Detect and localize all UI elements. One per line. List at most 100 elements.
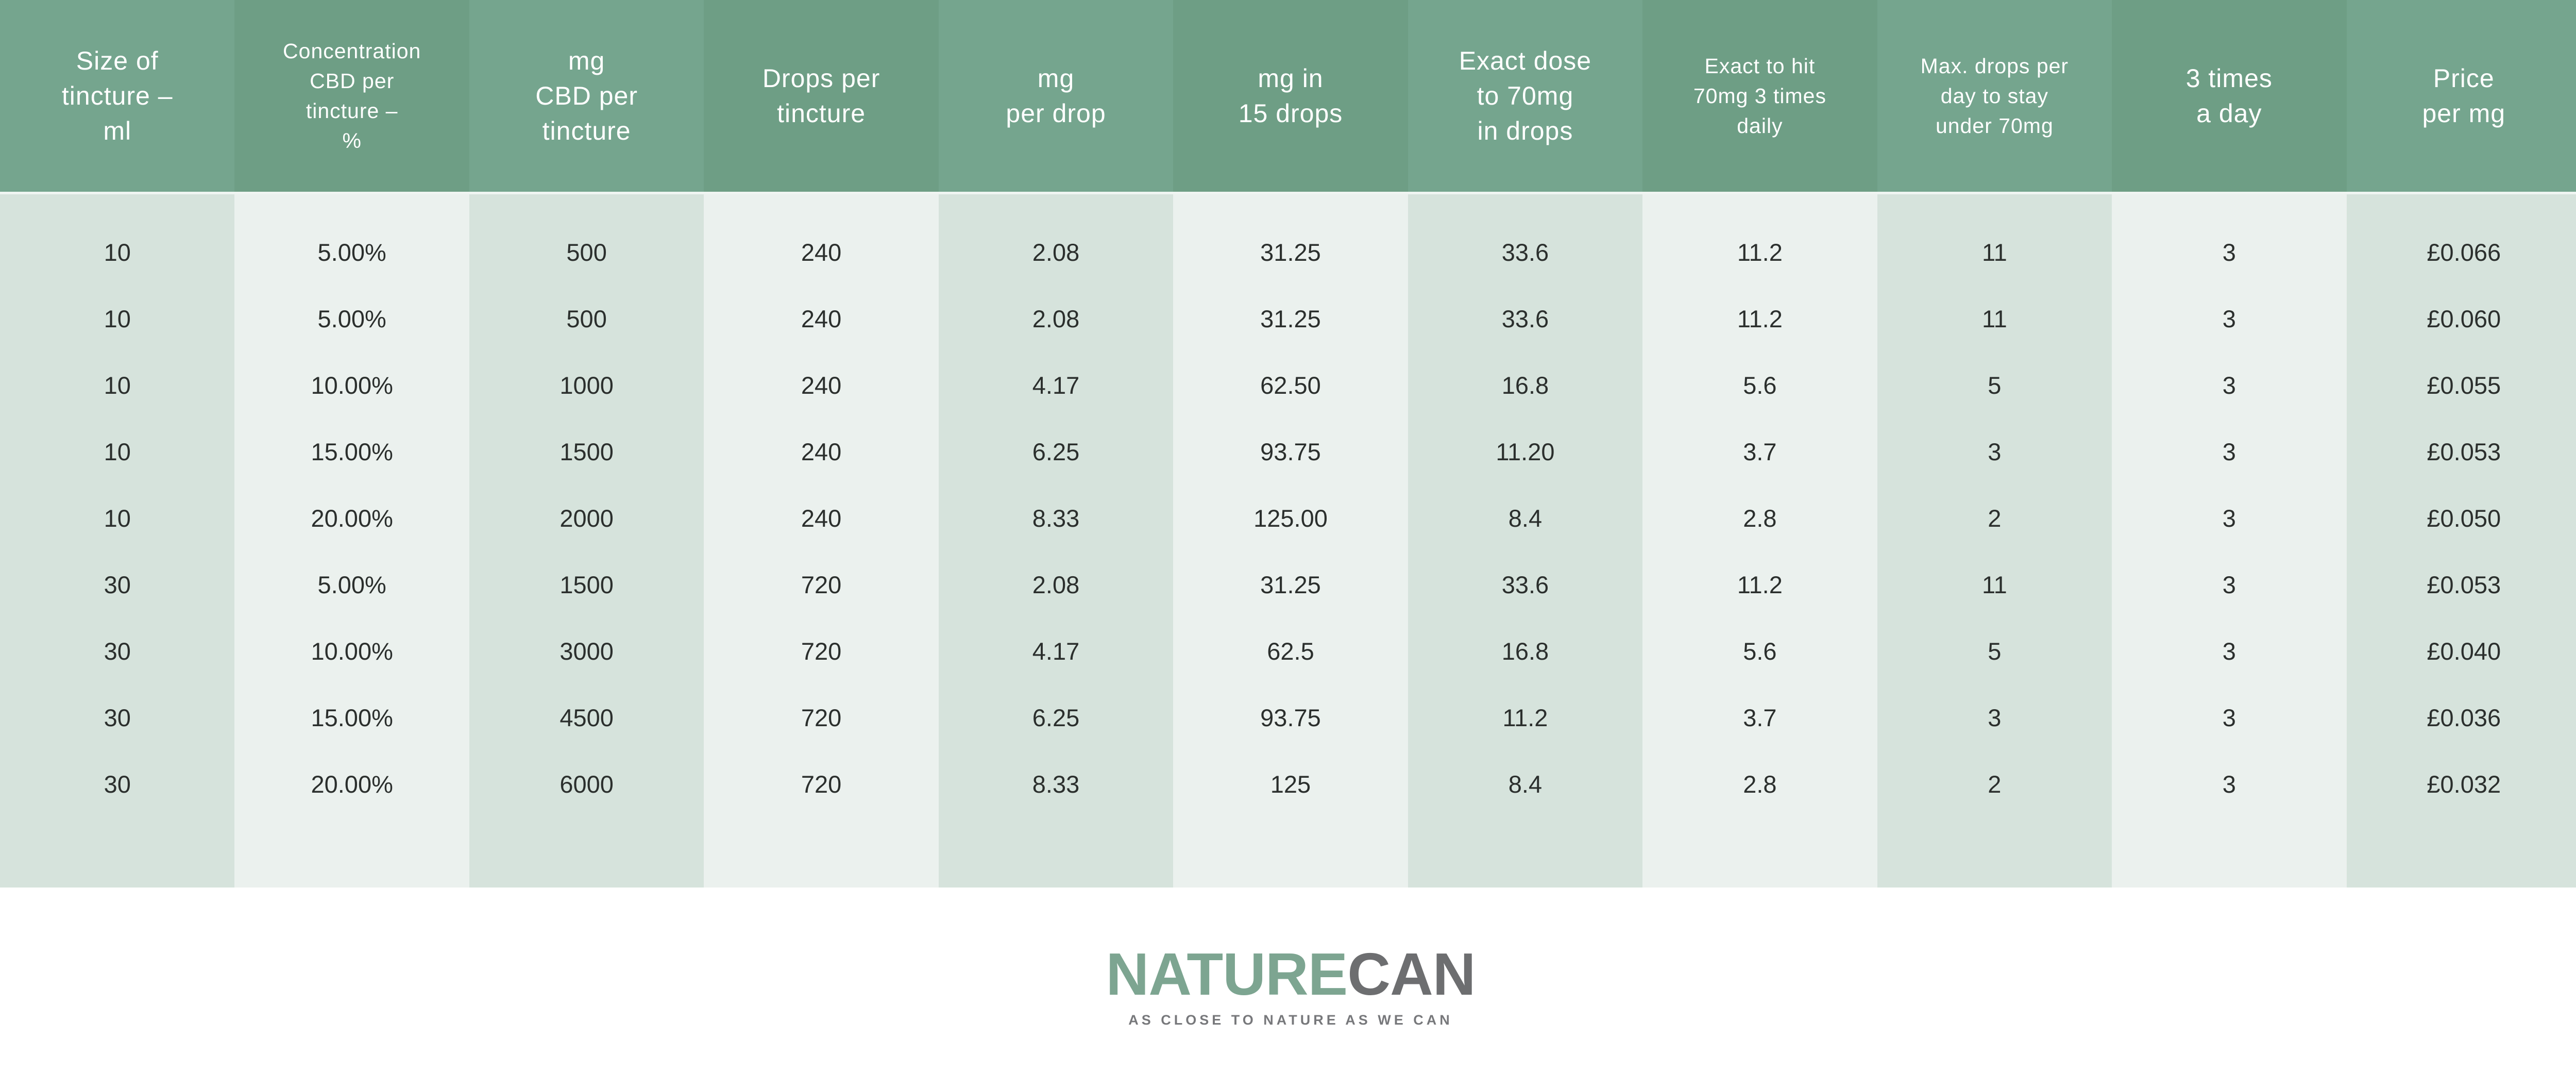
table-cell: 720 <box>801 704 842 731</box>
table-cell: 30 <box>104 571 131 598</box>
table-cell: £0.040 <box>2427 638 2501 665</box>
table-cell: 3 <box>2222 372 2236 399</box>
table-cell: 2 <box>1988 505 2002 532</box>
column-header: Max. drops per day to stay under 70mg <box>1877 0 2112 194</box>
table-cell: 31.25 <box>1260 305 1321 332</box>
table-cell: 5.00% <box>317 571 386 598</box>
table-cell: 240 <box>801 505 842 532</box>
column-exact-to-hit-70mg: Exact to hit 70mg 3 times daily 11.2 11.… <box>1642 0 1877 888</box>
column-body: 500 500 1000 1500 2000 1500 3000 4500 60… <box>469 194 704 888</box>
table-cell: 2.8 <box>1743 771 1777 798</box>
column-header: Price per mg <box>2346 0 2576 194</box>
table-cell: 10 <box>104 239 131 266</box>
table-cell: 125 <box>1270 771 1311 798</box>
table-cell: 3 <box>2222 305 2236 332</box>
table-cell: 5.00% <box>317 239 386 266</box>
table-cell: 16.8 <box>1501 638 1549 665</box>
table-cell: 33.6 <box>1501 305 1549 332</box>
table-cell: 93.75 <box>1260 438 1321 465</box>
table-cell: 2.8 <box>1743 505 1777 532</box>
table-cell: £0.066 <box>2427 239 2501 266</box>
table-cell: 2 <box>1988 771 2002 798</box>
table-cell: 16.8 <box>1501 372 1549 399</box>
table-cell: 3 <box>2222 638 2236 665</box>
table-cell: 11.20 <box>1496 438 1555 465</box>
table-cell: 5 <box>1988 638 2002 665</box>
table-cell: 2.08 <box>1032 571 1080 598</box>
table-cell: £0.053 <box>2427 438 2501 465</box>
table-cell: £0.050 <box>2427 505 2501 532</box>
table-cell: 15.00% <box>311 704 393 731</box>
table-cell: 3 <box>1988 438 2002 465</box>
column-body: 5.00% 5.00% 10.00% 15.00% 20.00% 5.00% 1… <box>234 194 469 888</box>
table-cell: 31.25 <box>1260 239 1321 266</box>
table-cell: 1500 <box>560 438 614 465</box>
table-cell: 6.25 <box>1032 438 1080 465</box>
column-header: mg per drop <box>938 0 1174 194</box>
table-cell: 30 <box>104 638 131 665</box>
table-cell: £0.032 <box>2427 771 2501 798</box>
table-cell: 30 <box>104 704 131 731</box>
table-cell: 3 <box>1988 704 2002 731</box>
column-price-per-mg: Price per mg £0.066 £0.060 £0.055 £0.053… <box>2346 0 2576 888</box>
table-cell: 240 <box>801 438 842 465</box>
table-cell: 4.17 <box>1032 638 1080 665</box>
table-cell: 240 <box>801 372 842 399</box>
column-body: 11 11 5 3 2 11 5 3 2 <box>1877 194 2112 888</box>
table-cell: 720 <box>801 638 842 665</box>
column-header: Exact dose to 70mg in drops <box>1408 0 1643 194</box>
column-body: 33.6 33.6 16.8 11.20 8.4 33.6 16.8 11.2 … <box>1408 194 1643 888</box>
table-cell: 10 <box>104 438 131 465</box>
column-header: mg CBD per tincture <box>469 0 704 194</box>
column-drops-per-tincture: Drops per tincture 240 240 240 240 240 7… <box>704 0 939 888</box>
column-body: 11.2 11.2 5.6 3.7 2.8 11.2 5.6 3.7 2.8 <box>1642 194 1877 888</box>
table-cell: 10.00% <box>311 638 393 665</box>
table-cell: 3 <box>2222 571 2236 598</box>
brand-can-text: CAN <box>1347 941 1476 1008</box>
table-cell: 3 <box>2222 771 2236 798</box>
table-cell: 33.6 <box>1501 239 1549 266</box>
table-cell: 3 <box>2222 239 2236 266</box>
table-cell: 5.6 <box>1743 372 1777 399</box>
naturecan-logo: NATURECAN AS CLOSE TO NATURE AS WE CAN <box>0 944 2576 1028</box>
table-cell: 11.2 <box>1737 305 1783 332</box>
column-body: 3 3 3 3 3 3 3 3 3 <box>2112 194 2347 888</box>
column-header: 3 times a day <box>2112 0 2347 194</box>
brand-wordmark: NATURECAN <box>0 944 2576 1004</box>
table-cell: 4500 <box>560 704 614 731</box>
table-cell: 10 <box>104 505 131 532</box>
table-cell: 720 <box>801 571 842 598</box>
table-cell: 11.2 <box>1737 239 1783 266</box>
table-cell: 10.00% <box>311 372 393 399</box>
table-cell: 8.4 <box>1508 771 1543 798</box>
table-cell: 8.4 <box>1508 505 1543 532</box>
column-mg-cbd-per-tincture: mg CBD per tincture 500 500 1000 1500 20… <box>469 0 704 888</box>
table-cell: 11 <box>1981 239 2007 266</box>
table-cell: 6000 <box>560 771 614 798</box>
column-mg-per-drop: mg per drop 2.08 2.08 4.17 6.25 8.33 2.0… <box>938 0 1174 888</box>
table-cell: 4.17 <box>1032 372 1080 399</box>
table-cell: 3.7 <box>1743 704 1777 731</box>
column-concentration: Concentration CBD per tincture – % 5.00%… <box>234 0 469 888</box>
column-header: mg in 15 drops <box>1173 0 1408 194</box>
table-cell: 720 <box>801 771 842 798</box>
column-exact-dose-to-70mg: Exact dose to 70mg in drops 33.6 33.6 16… <box>1408 0 1643 888</box>
brand-tagline: AS CLOSE TO NATURE AS WE CAN <box>1128 1012 1453 1028</box>
table-cell: 6.25 <box>1032 704 1080 731</box>
column-body: 2.08 2.08 4.17 6.25 8.33 2.08 4.17 6.25 … <box>938 194 1174 888</box>
table-cell: 20.00% <box>311 505 393 532</box>
table-cell: 30 <box>104 771 131 798</box>
table-cell: 2000 <box>560 505 614 532</box>
column-header: Size of tincture – ml <box>0 0 235 194</box>
table-cell: 11 <box>1981 305 2007 332</box>
table-cell: 125.00 <box>1253 505 1328 532</box>
column-header: Drops per tincture <box>704 0 939 194</box>
table-cell: 240 <box>801 305 842 332</box>
table-cell: 500 <box>566 305 607 332</box>
column-size-of-tincture: Size of tincture – ml 10 10 10 10 10 30 … <box>0 0 235 888</box>
table-cell: 5.00% <box>317 305 386 332</box>
table-cell: 3000 <box>560 638 614 665</box>
table-cell: 3 <box>2222 438 2236 465</box>
table-cell: 10 <box>104 372 131 399</box>
